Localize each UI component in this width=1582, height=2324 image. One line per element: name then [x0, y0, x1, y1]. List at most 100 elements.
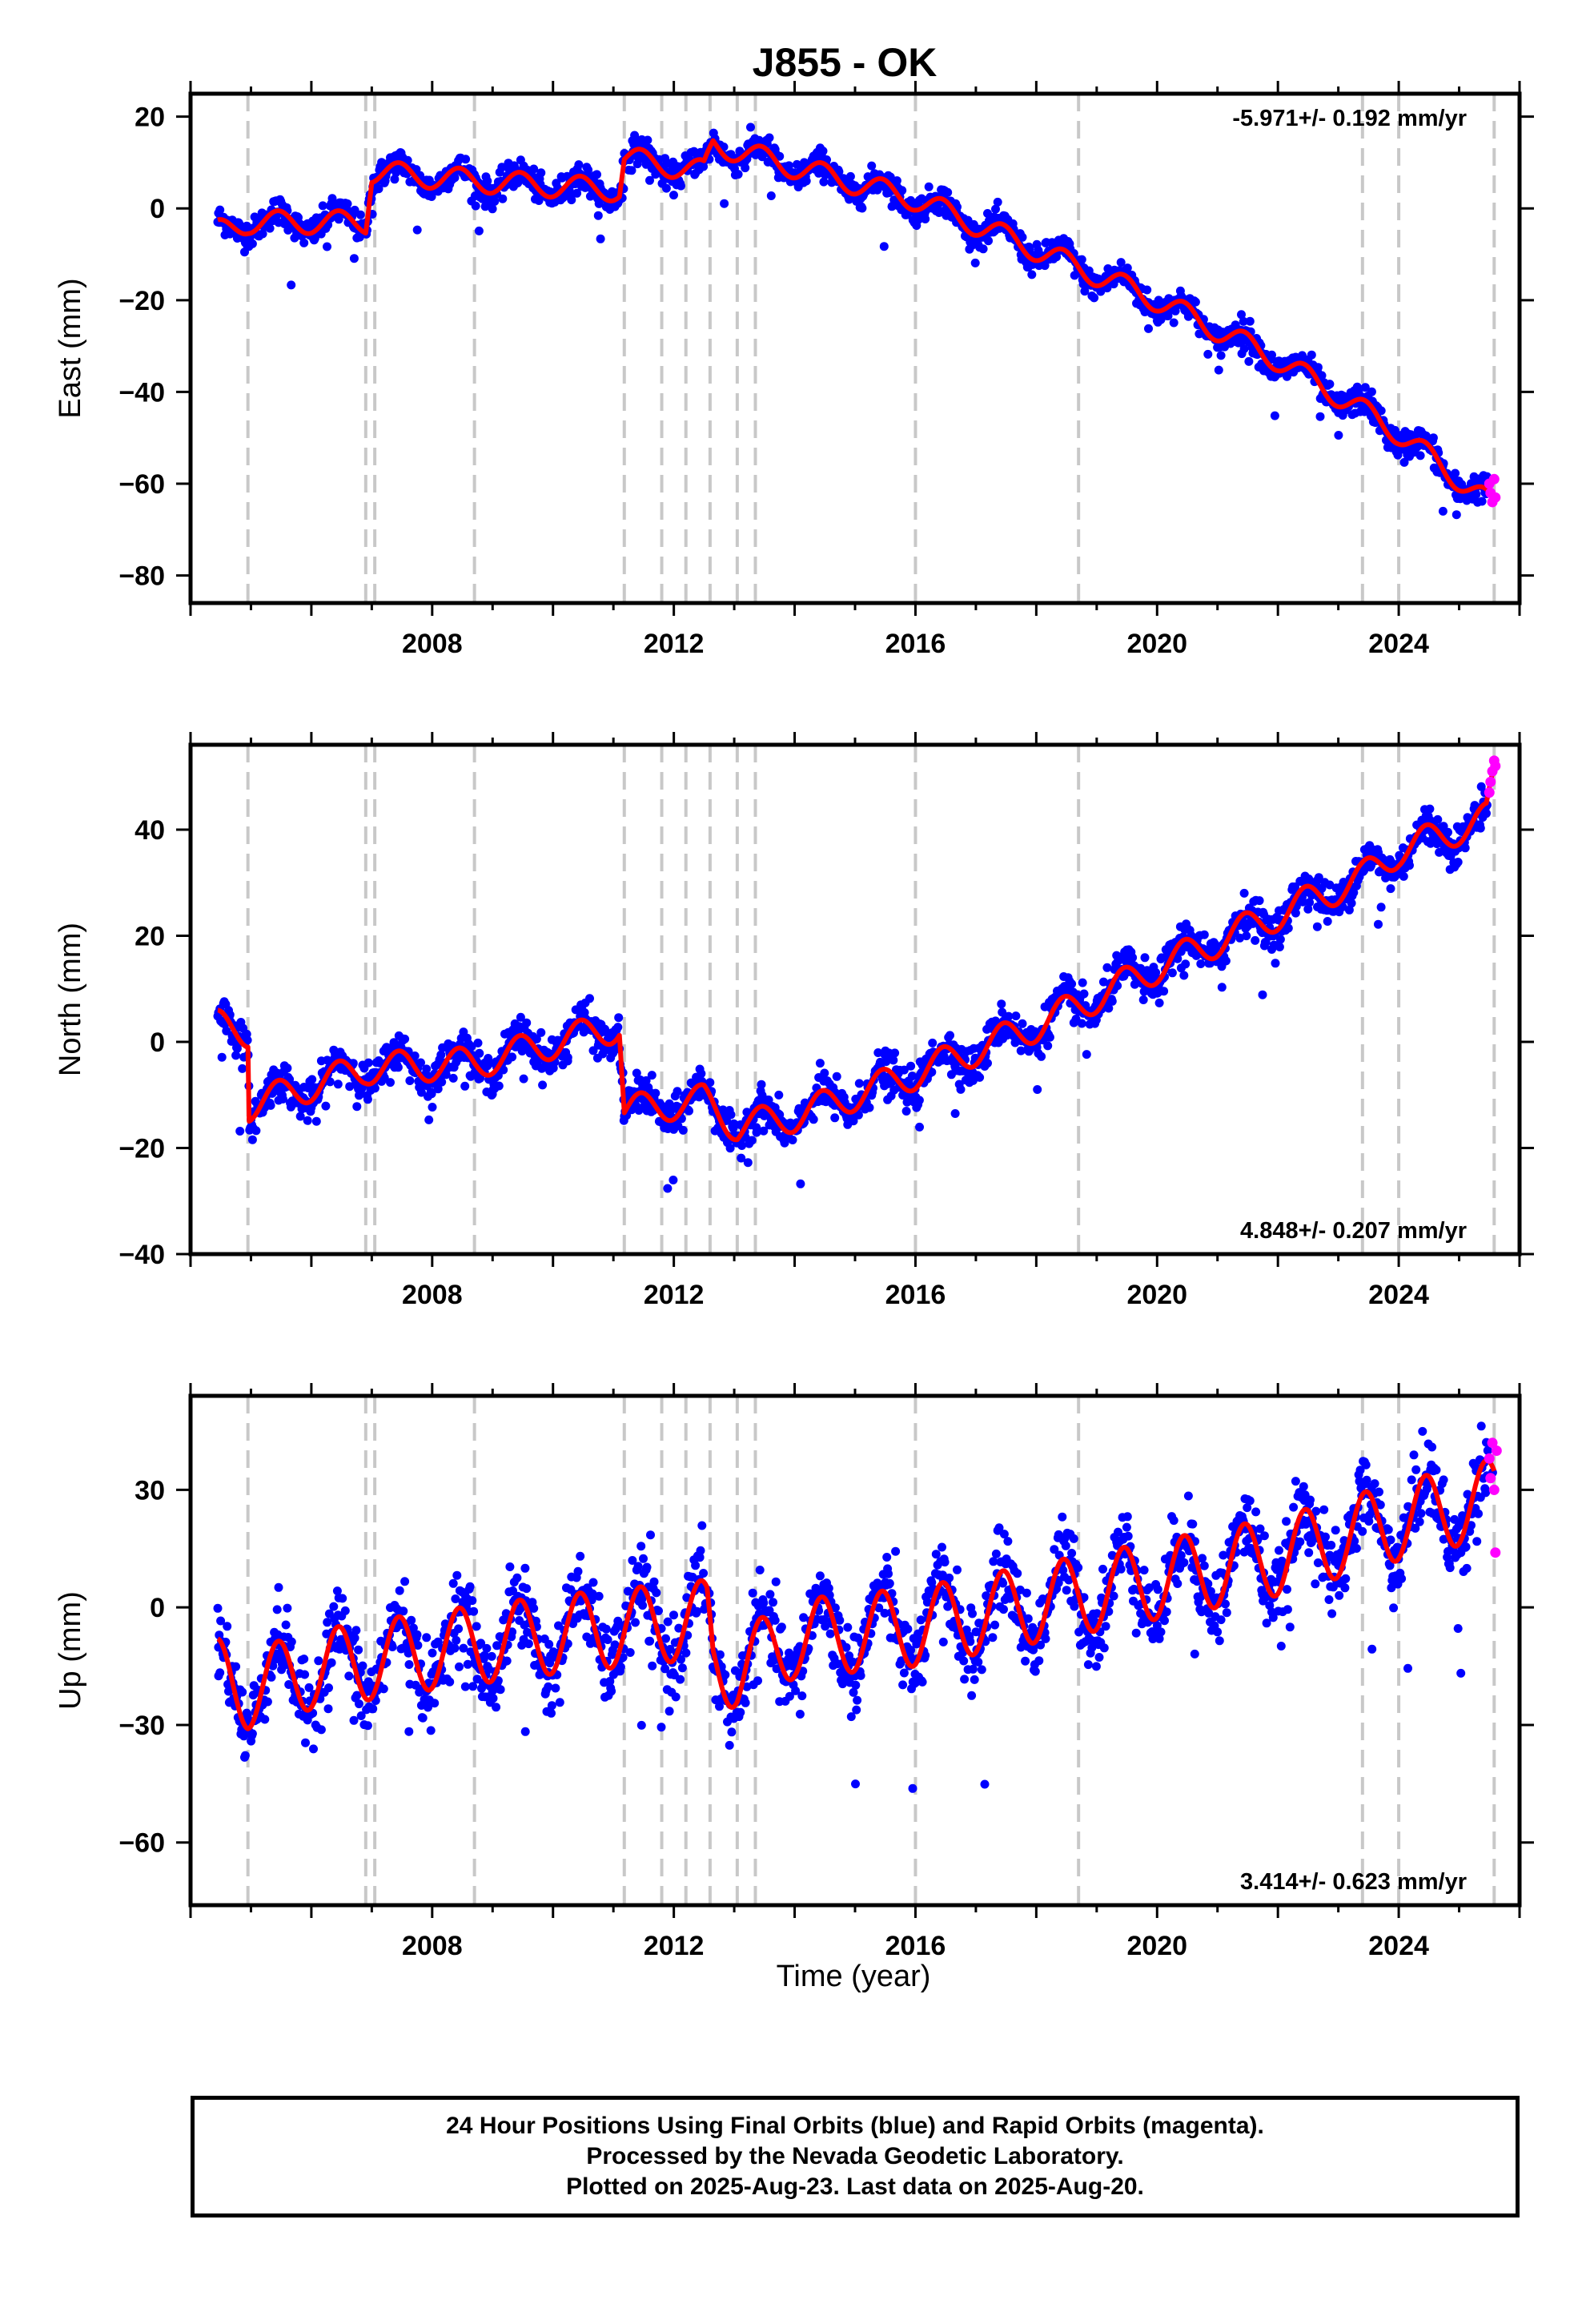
up-point [891, 1546, 901, 1556]
north-x-tick-label: 2008 [402, 1280, 463, 1310]
up-point [1116, 1564, 1126, 1574]
east-point [497, 163, 507, 172]
east-point [1283, 372, 1291, 381]
north-point [788, 1136, 797, 1144]
up-point [882, 1553, 892, 1562]
north-point [1399, 871, 1408, 881]
east-point [490, 197, 500, 206]
up-point [351, 1626, 361, 1635]
up-point [835, 1615, 845, 1625]
east-point [1245, 316, 1255, 326]
east-point [643, 135, 652, 145]
north-rapid-point [1484, 787, 1495, 798]
up-point [1069, 1534, 1078, 1543]
east-outlier-point [474, 226, 484, 235]
east-point [390, 175, 400, 184]
north-point [747, 1136, 757, 1145]
up-point [953, 1565, 962, 1574]
up-point [395, 1586, 404, 1595]
east-outlier-point [1237, 349, 1247, 359]
up-point [1003, 1537, 1013, 1546]
east-point [867, 161, 877, 171]
up-point [505, 1562, 515, 1571]
east-point [993, 197, 1002, 207]
north-outlier-point [619, 1116, 628, 1125]
up-point [496, 1685, 505, 1695]
up-point [765, 1590, 775, 1599]
east-point [374, 184, 383, 194]
north-point [906, 1061, 916, 1071]
east-point [1027, 270, 1037, 279]
east-point [1360, 383, 1370, 392]
north-point [536, 1027, 546, 1037]
up-point [576, 1551, 585, 1561]
up-point [309, 1744, 318, 1754]
up-point [404, 1660, 414, 1669]
north-rapid-point [1490, 761, 1501, 771]
east-outlier-point [766, 191, 776, 200]
north-y-tick-label: 0 [150, 1027, 165, 1058]
east-outlier-point [412, 225, 422, 235]
up-point [340, 1606, 350, 1615]
east-outlier-point [572, 188, 582, 198]
north-point [1067, 979, 1077, 989]
north-point [865, 1103, 874, 1112]
north-outlier-point [519, 1074, 528, 1084]
up-point [970, 1675, 979, 1684]
up-point [213, 1603, 223, 1613]
north-x-tick-label: 2012 [644, 1280, 705, 1310]
north-point [307, 1075, 317, 1084]
up-point [916, 1615, 926, 1625]
north-point [647, 1071, 656, 1080]
north-point [1275, 935, 1285, 944]
north-point [400, 1034, 410, 1043]
up-point [1122, 1512, 1132, 1522]
north-point [1079, 989, 1089, 999]
north-point [1271, 959, 1280, 968]
up-point [1041, 1634, 1050, 1643]
north-point [363, 1058, 373, 1068]
up-point [283, 1603, 292, 1613]
north-point [352, 1102, 362, 1112]
east-point [592, 170, 601, 179]
east-point [970, 258, 980, 267]
east-model-line [215, 138, 1496, 501]
up-point [1156, 1627, 1166, 1637]
north-point [436, 1050, 446, 1059]
north-point [1128, 953, 1138, 963]
east-outlier-point [741, 163, 750, 173]
east-outlier-point [1270, 411, 1279, 420]
up-point [938, 1542, 946, 1552]
north-outlier-point [915, 1122, 924, 1132]
up-point [231, 1662, 241, 1671]
up-point [638, 1601, 648, 1610]
up-point [368, 1704, 378, 1714]
north-point [890, 1048, 900, 1058]
up-point [642, 1562, 652, 1572]
east-point [765, 133, 774, 143]
up-point [967, 1691, 977, 1700]
north-point [1242, 931, 1251, 941]
north-outlier-point [1374, 919, 1383, 929]
up-point [691, 1561, 701, 1570]
up-point [555, 1698, 564, 1707]
north-point [1476, 823, 1485, 833]
north-point [532, 1035, 541, 1043]
east-outlier-point [868, 185, 877, 195]
north-outlier-point [424, 1115, 434, 1124]
up-point [652, 1588, 661, 1598]
north-outlier-point [663, 1184, 673, 1193]
north-point [774, 1090, 784, 1100]
up-point [727, 1727, 737, 1737]
east-outlier-point [596, 234, 605, 243]
north-point [422, 1064, 432, 1074]
east-point [1393, 450, 1403, 460]
up-point [699, 1569, 709, 1578]
north-x-tick-label: 2024 [1368, 1280, 1429, 1310]
north-point [1443, 827, 1452, 837]
up-point [1131, 1628, 1141, 1638]
north-point [1460, 843, 1470, 853]
up-point [815, 1571, 825, 1581]
north-point [283, 1063, 292, 1073]
up-point [669, 1610, 678, 1620]
